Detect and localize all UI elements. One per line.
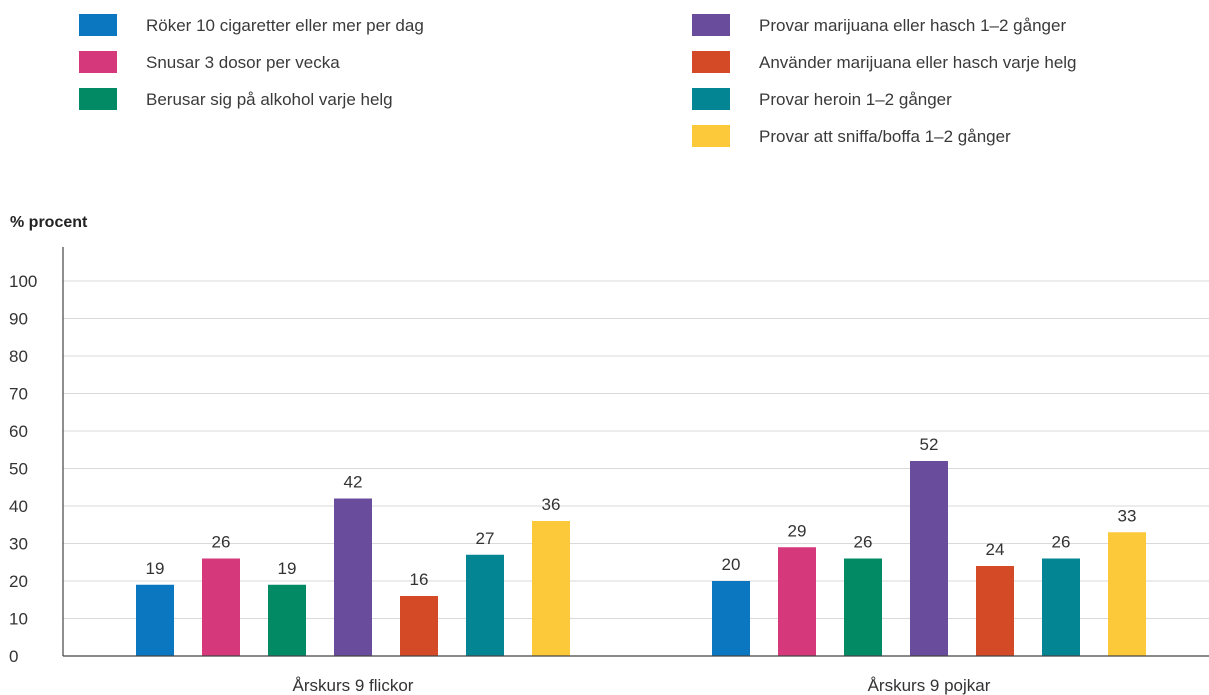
y-tick-label: 20 <box>9 572 28 591</box>
y-tick-label: 90 <box>9 310 28 329</box>
bar <box>202 558 240 656</box>
legend-item: Provar marijuana eller hasch 1–2 gånger <box>692 14 1066 36</box>
legend-item: Snusar 3 dosor per vecka <box>79 51 340 73</box>
legend-item: Provar att sniffa/boffa 1–2 gånger <box>692 125 1011 147</box>
bar <box>136 584 174 656</box>
bar <box>778 547 816 656</box>
legend-swatch <box>79 51 117 73</box>
legend-item: Röker 10 cigaretter eller mer per dag <box>79 14 424 36</box>
bar <box>1042 558 1080 656</box>
data-label: 16 <box>410 570 429 589</box>
y-tick-label: 0 <box>9 647 18 666</box>
data-label: 26 <box>212 533 231 552</box>
legend-item: Provar heroin 1–2 gånger <box>692 88 952 110</box>
data-label: 52 <box>920 435 939 454</box>
legend-swatch <box>79 14 117 36</box>
y-tick-label: 70 <box>9 385 28 404</box>
data-label: 33 <box>1118 506 1137 525</box>
bar <box>1108 532 1146 656</box>
data-label: 19 <box>278 559 297 578</box>
bar <box>400 596 438 656</box>
data-label: 26 <box>854 533 873 552</box>
legend-label: Använder marijuana eller hasch varje hel… <box>759 53 1077 72</box>
bar <box>976 566 1014 656</box>
legend-label: Berusar sig på alkohol varje helg <box>146 90 393 109</box>
axes <box>62 247 1209 657</box>
bar <box>334 498 372 656</box>
data-label: 27 <box>476 529 495 548</box>
y-axis-label: % procent <box>10 214 88 231</box>
bar <box>268 584 306 656</box>
data-label: 24 <box>986 540 1005 559</box>
legend-label: Röker 10 cigaretter eller mer per dag <box>146 16 424 35</box>
bar <box>532 521 570 656</box>
data-label: 42 <box>344 473 363 492</box>
legend-item: Använder marijuana eller hasch varje hel… <box>692 51 1077 73</box>
legend-label: Provar att sniffa/boffa 1–2 gånger <box>759 127 1011 146</box>
bar <box>466 554 504 656</box>
data-label: 36 <box>542 495 561 514</box>
data-label: 29 <box>788 521 807 540</box>
y-tick-label: 80 <box>9 347 28 366</box>
legend-swatch <box>692 51 730 73</box>
y-tick-label: 10 <box>9 610 28 629</box>
y-tick-label: 60 <box>9 422 28 441</box>
y-tick-label: 40 <box>9 497 28 516</box>
y-tick-label: 30 <box>9 535 28 554</box>
bar <box>712 581 750 656</box>
y-tick-label: 100 <box>9 272 37 291</box>
x-axis-categories: Årskurs 9 flickor Årskurs 9 pojkar <box>293 676 991 695</box>
bar <box>910 461 948 656</box>
data-label: 20 <box>722 555 741 574</box>
x-category-label: Årskurs 9 flickor <box>293 676 414 695</box>
gridlines <box>63 280 1209 619</box>
legend-label: Snusar 3 dosor per vecka <box>146 53 340 72</box>
data-label: 19 <box>146 559 165 578</box>
y-tick-label: 50 <box>9 460 28 479</box>
legend-label: Provar heroin 1–2 gånger <box>759 90 952 109</box>
legend-swatch <box>692 14 730 36</box>
data-label: 26 <box>1052 533 1071 552</box>
legend-item: Berusar sig på alkohol varje helg <box>79 88 393 110</box>
bar <box>844 558 882 656</box>
legend-swatch <box>692 88 730 110</box>
legend-label: Provar marijuana eller hasch 1–2 gånger <box>759 16 1066 35</box>
bars: 19 26 19 42 16 27 36 20 29 26 52 24 26 33 <box>136 435 1146 656</box>
legend-swatch <box>692 125 730 147</box>
legend-swatch <box>79 88 117 110</box>
legend: Röker 10 cigaretter eller mer per dag Snu… <box>79 14 1077 147</box>
y-axis-ticks: 0 10 20 30 40 50 60 70 80 90 100 <box>9 272 37 666</box>
x-category-label: Årskurs 9 pojkar <box>868 676 991 695</box>
